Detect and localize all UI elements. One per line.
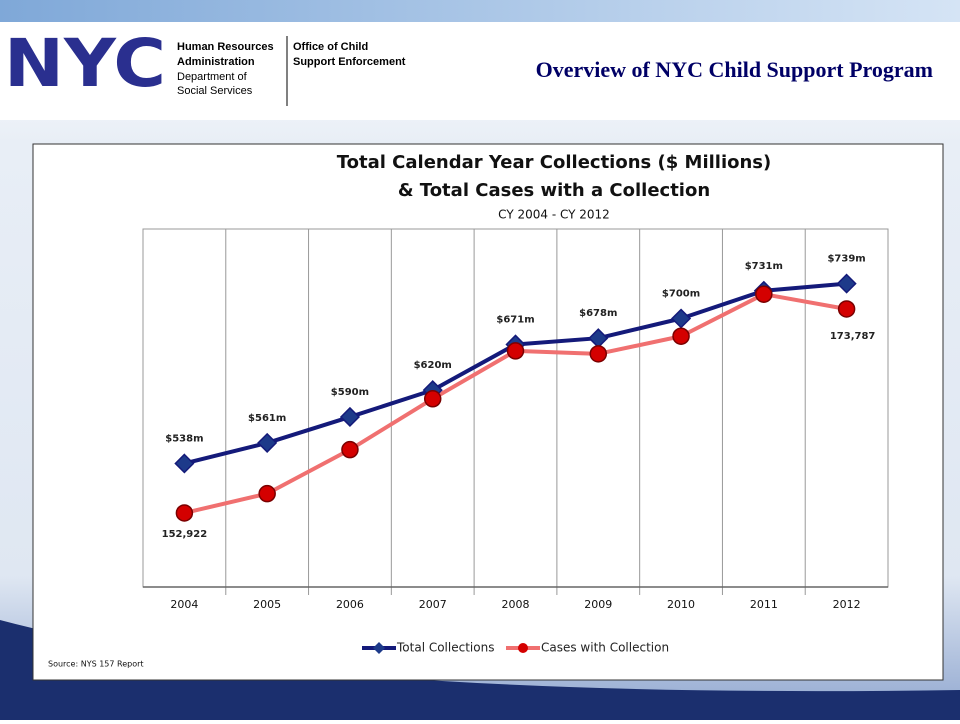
chart-title: Total Calendar Year Collections ($ Milli…	[337, 152, 772, 173]
circle-marker	[837, 300, 856, 318]
circle-marker	[258, 484, 276, 503]
agency-line: Human Resources	[177, 41, 274, 53]
chart-frame	[32, 143, 944, 681]
data-label: $671m	[496, 314, 534, 325]
chart-subtitle: CY 2004 - CY 2012	[498, 208, 610, 222]
circle-marker	[175, 504, 194, 522]
logo: NYC	[4, 25, 166, 102]
agency-line: Administration	[177, 56, 255, 68]
data-label: $538m	[165, 433, 203, 444]
data-label: $700m	[662, 289, 700, 300]
top-bar	[0, 0, 960, 22]
source-note: Source: NYS 157 Report	[48, 660, 144, 669]
x-tick-label: 2008	[502, 598, 530, 611]
circle-marker	[423, 390, 442, 408]
data-label: $739m	[827, 254, 865, 265]
data-label: 173,787	[830, 331, 876, 342]
x-tick-label: 2011	[750, 598, 778, 611]
bottom-swoosh	[0, 620, 960, 720]
circle-marker	[506, 342, 525, 360]
slide-title: Overview of NYC Child Support Program	[536, 57, 933, 82]
legend-label: Cases with Collection	[541, 641, 669, 655]
diamond-marker	[339, 406, 361, 428]
header-band	[0, 22, 960, 120]
data-label: 152,922	[162, 529, 208, 540]
diamond-marker	[257, 432, 278, 453]
department-line: Department of	[177, 71, 248, 83]
x-tick-label: 2009	[584, 598, 612, 611]
data-label: $678m	[579, 308, 617, 319]
x-tick-label: 2007	[419, 598, 447, 611]
circle-marker	[755, 285, 773, 303]
x-tick-label: 2004	[170, 598, 198, 611]
x-tick-label: 2010	[667, 598, 695, 611]
x-tick-label: 2005	[253, 598, 281, 611]
office-line: Support Enforcement	[293, 56, 406, 68]
data-label: $620m	[414, 360, 452, 371]
data-label: $561m	[248, 413, 286, 424]
x-tick-label: 2012	[833, 598, 861, 611]
data-label: $590m	[331, 387, 369, 398]
legend-marker	[373, 642, 385, 654]
office-line: Office of Child	[293, 41, 368, 53]
circle-marker	[589, 345, 608, 363]
diamond-marker	[836, 273, 857, 294]
x-tick-label: 2006	[336, 598, 364, 611]
legend-marker	[518, 643, 528, 653]
circle-marker	[341, 440, 359, 459]
circle-marker	[672, 327, 690, 345]
department-line: Social Services	[177, 85, 253, 97]
data-label: $731m	[745, 261, 783, 272]
legend-label: Total Collections	[396, 641, 494, 655]
chart-title: & Total Cases with a Collection	[398, 180, 710, 201]
diamond-marker	[174, 453, 195, 474]
